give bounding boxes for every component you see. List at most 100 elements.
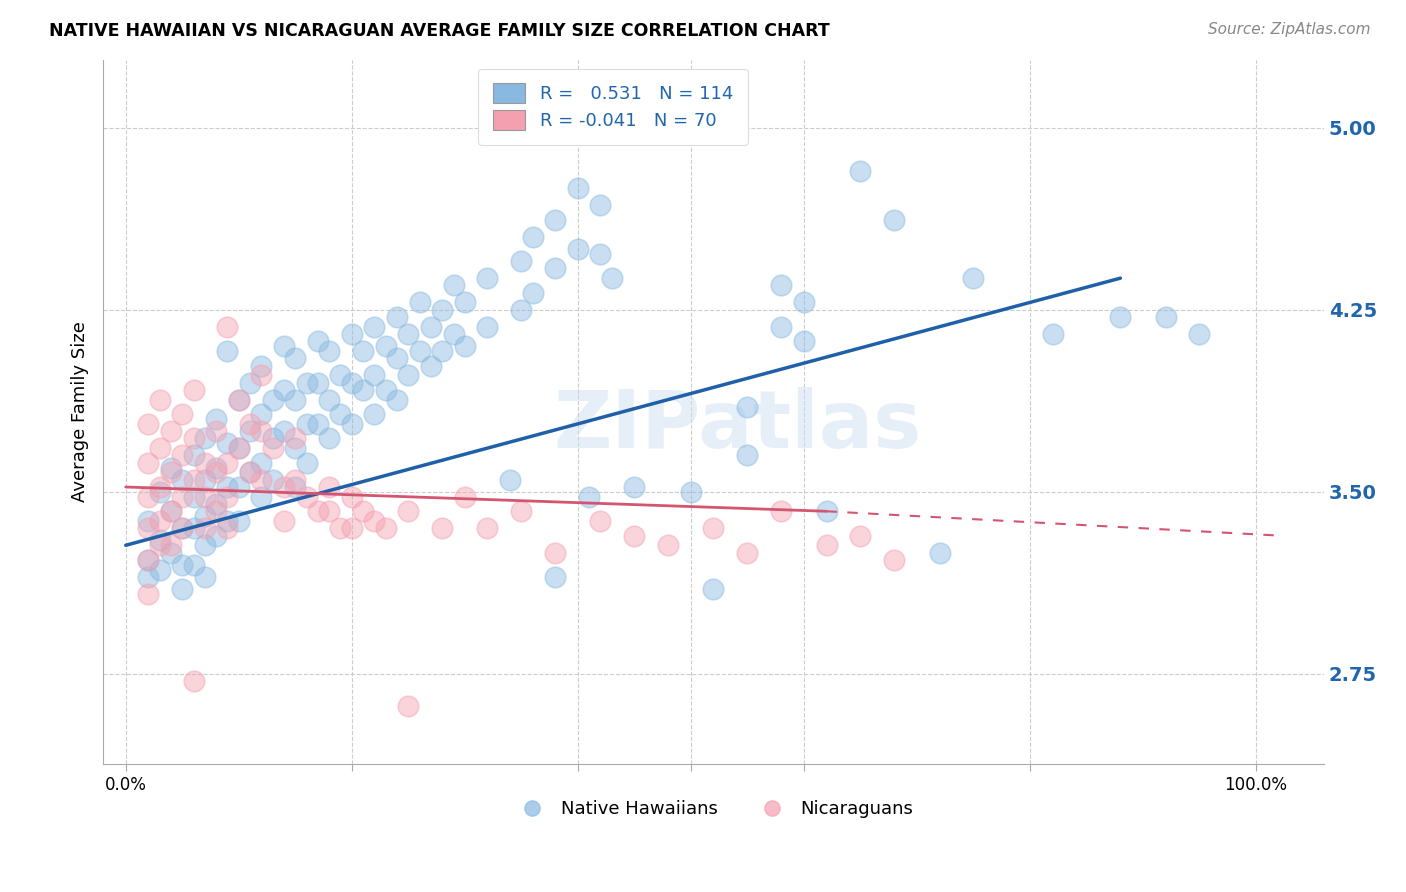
Point [295, 417, 318, 431]
Point [194, 570, 217, 584]
Point [737, 545, 759, 559]
Point [295, 376, 318, 390]
Point [589, 514, 612, 528]
Point [510, 120, 533, 135]
Point [228, 441, 250, 455]
Point [183, 490, 205, 504]
Point [183, 449, 205, 463]
Point [138, 490, 160, 504]
Point [160, 545, 183, 559]
Point [849, 164, 872, 178]
Point [544, 261, 567, 276]
Point [510, 302, 533, 317]
Point [284, 441, 307, 455]
Point [194, 521, 217, 535]
Point [194, 456, 217, 470]
Point [160, 424, 183, 438]
Point [138, 553, 160, 567]
Point [793, 334, 815, 349]
Point [657, 538, 679, 552]
Point [510, 254, 533, 268]
Point [499, 473, 522, 487]
Point [205, 424, 228, 438]
Point [793, 295, 815, 310]
Point [363, 368, 385, 383]
Point [284, 473, 307, 487]
Point [770, 319, 793, 334]
Point [318, 480, 340, 494]
Point [239, 376, 262, 390]
Point [623, 528, 645, 542]
Text: ZIPatlas: ZIPatlas [554, 387, 922, 465]
Point [284, 392, 307, 407]
Point [273, 383, 295, 397]
Point [815, 504, 838, 518]
Point [1188, 326, 1211, 341]
Point [172, 473, 194, 487]
Point [217, 490, 239, 504]
Point [172, 582, 194, 596]
Point [149, 514, 172, 528]
Point [385, 310, 408, 324]
Point [432, 521, 454, 535]
Point [578, 490, 600, 504]
Point [454, 490, 477, 504]
Point [172, 449, 194, 463]
Point [183, 432, 205, 446]
Point [138, 521, 160, 535]
Point [374, 521, 396, 535]
Point [815, 538, 838, 552]
Point [396, 698, 419, 713]
Y-axis label: Average Family Size: Average Family Size [72, 321, 89, 502]
Point [510, 504, 533, 518]
Point [1042, 326, 1064, 341]
Point [307, 504, 329, 518]
Point [307, 417, 329, 431]
Point [194, 509, 217, 524]
Point [284, 480, 307, 494]
Point [340, 326, 363, 341]
Point [623, 480, 645, 494]
Point [250, 359, 273, 373]
Point [138, 587, 160, 601]
Point [250, 368, 273, 383]
Point [544, 545, 567, 559]
Point [544, 212, 567, 227]
Point [205, 466, 228, 480]
Text: Source: ZipAtlas.com: Source: ZipAtlas.com [1208, 22, 1371, 37]
Point [396, 504, 419, 518]
Point [250, 407, 273, 421]
Point [160, 460, 183, 475]
Point [149, 480, 172, 494]
Point [408, 344, 430, 359]
Point [183, 558, 205, 572]
Point [217, 456, 239, 470]
Point [522, 285, 544, 300]
Point [432, 344, 454, 359]
Point [702, 521, 724, 535]
Point [250, 490, 273, 504]
Point [679, 484, 702, 499]
Point [363, 514, 385, 528]
Point [352, 504, 374, 518]
Point [183, 383, 205, 397]
Point [228, 392, 250, 407]
Point [183, 521, 205, 535]
Point [737, 449, 759, 463]
Point [329, 407, 352, 421]
Point [183, 674, 205, 689]
Point [307, 376, 329, 390]
Point [737, 400, 759, 414]
Point [600, 271, 623, 285]
Point [567, 242, 589, 256]
Point [329, 521, 352, 535]
Point [239, 417, 262, 431]
Point [928, 545, 950, 559]
Point [396, 326, 419, 341]
Point [589, 247, 612, 261]
Point [544, 570, 567, 584]
Text: NATIVE HAWAIIAN VS NICARAGUAN AVERAGE FAMILY SIZE CORRELATION CHART: NATIVE HAWAIIAN VS NICARAGUAN AVERAGE FA… [49, 22, 830, 40]
Point [217, 480, 239, 494]
Point [1109, 310, 1132, 324]
Point [217, 514, 239, 528]
